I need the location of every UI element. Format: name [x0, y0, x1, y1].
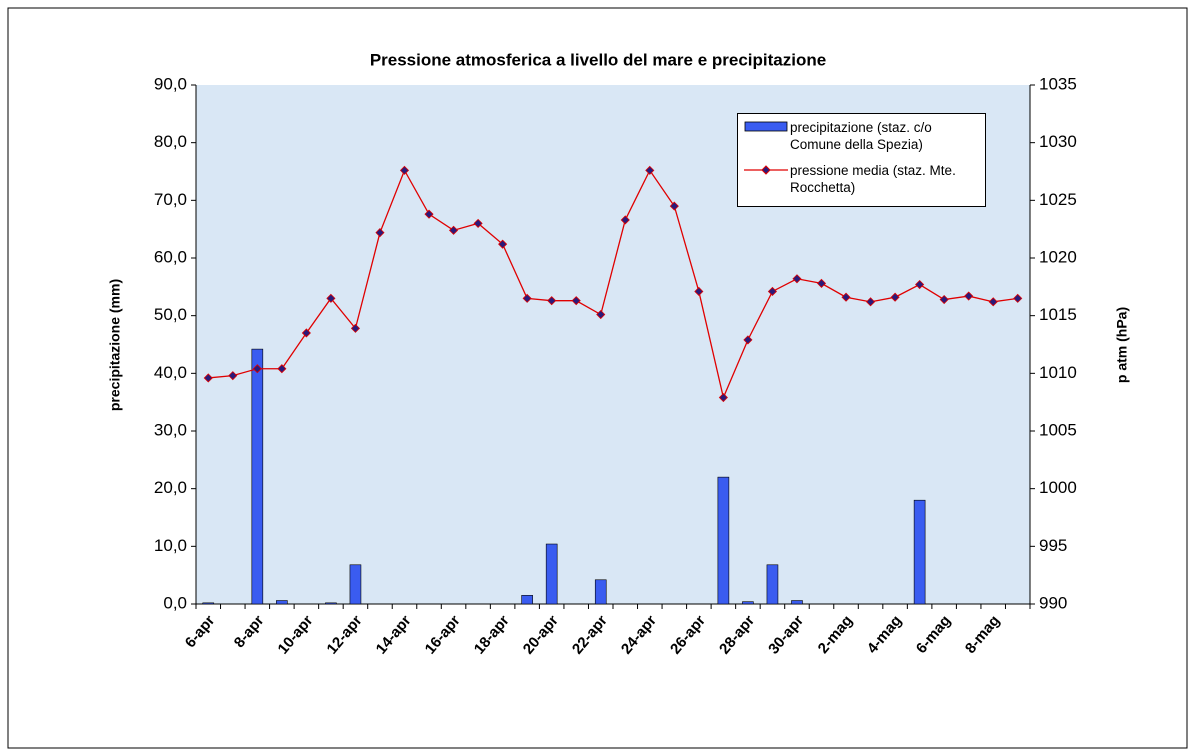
- line-marker: [939, 294, 949, 305]
- line-marker: [816, 278, 827, 288]
- line-marker: [841, 292, 851, 302]
- line-marker: [596, 309, 606, 320]
- line-marker: [424, 209, 434, 219]
- line-marker: [301, 328, 311, 338]
- bar: [913, 499, 926, 605]
- y2-tick-label: 990: [1039, 593, 1067, 612]
- legend-label: precipitazione (staz. c/o Comune della S…: [790, 120, 932, 152]
- line-marker: [252, 364, 262, 374]
- line-marker: [473, 218, 483, 228]
- y-tick-label: 80,0: [154, 132, 187, 151]
- legend-swatch: [744, 121, 788, 132]
- line-marker: [743, 335, 753, 345]
- bar: [717, 476, 730, 605]
- line-marker: [964, 291, 974, 301]
- bar: [742, 601, 754, 605]
- line-marker: [792, 274, 802, 284]
- line-marker: [915, 279, 925, 290]
- line-marker: [522, 293, 532, 303]
- bar: [325, 602, 337, 605]
- line-marker: [767, 286, 778, 297]
- line-marker: [890, 292, 900, 302]
- bar: [545, 543, 558, 605]
- line-marker: [277, 364, 287, 374]
- bar: [251, 348, 264, 605]
- line-marker: [448, 225, 459, 235]
- line-marker: [1013, 293, 1023, 303]
- y2-tick-label: 1025: [1039, 190, 1077, 209]
- line-marker: [718, 392, 728, 403]
- line-marker: [669, 201, 679, 211]
- y-axis-title: precipitazione (mm): [107, 279, 123, 411]
- line-marker: [203, 373, 213, 383]
- line-marker: [350, 323, 361, 333]
- line-marker: [645, 165, 655, 175]
- line-marker: [326, 293, 336, 303]
- bar: [276, 600, 288, 605]
- y2-axis-title: p atm (hPa): [1114, 307, 1130, 383]
- y2-tick-label: 1030: [1039, 132, 1077, 151]
- y2-tick-label: 1035: [1039, 74, 1077, 93]
- legend-label: pressione media (staz. Mte. Rocchetta): [790, 163, 956, 195]
- y-tick-label: 20,0: [154, 478, 187, 497]
- line-marker: [865, 297, 876, 307]
- y2-tick-label: 1015: [1039, 305, 1077, 324]
- legend: precipitazione (staz. c/o Comune della S…: [737, 113, 986, 207]
- y2-tick-label: 995: [1039, 536, 1067, 555]
- bar: [791, 600, 803, 605]
- bar: [521, 595, 533, 605]
- bar: [594, 579, 607, 605]
- y-tick-label: 90,0: [154, 74, 187, 93]
- y2-tick-label: 1000: [1039, 478, 1077, 497]
- y-tick-label: 60,0: [154, 247, 187, 266]
- bar: [766, 564, 779, 605]
- y2-tick-label: 1020: [1039, 247, 1077, 266]
- legend-key: [744, 165, 788, 175]
- chart-title: Pressione atmosferica a livello del mare…: [370, 50, 826, 69]
- line-marker: [571, 296, 581, 306]
- line-marker: [498, 239, 508, 249]
- y2-tick-label: 1005: [1039, 420, 1077, 439]
- line-marker: [620, 215, 630, 225]
- y-tick-label: 70,0: [154, 190, 187, 209]
- line-marker: [547, 296, 557, 306]
- y-tick-label: 40,0: [154, 363, 187, 382]
- y2-tick-label: 1010: [1039, 363, 1077, 382]
- legend-key: [744, 121, 788, 132]
- y-tick-label: 50,0: [154, 305, 187, 324]
- line: [208, 168, 1018, 400]
- line-marker: [375, 228, 385, 238]
- bar: [349, 564, 362, 605]
- y-tick-label: 30,0: [154, 420, 187, 439]
- line-marker: [694, 286, 704, 297]
- y-tick-label: 10,0: [154, 536, 187, 555]
- line-marker: [399, 165, 410, 175]
- bar: [202, 602, 215, 605]
- legend-marker: [761, 165, 771, 175]
- line-marker: [228, 371, 238, 381]
- line-marker: [988, 297, 998, 307]
- y-tick-label: 0,0: [163, 593, 187, 612]
